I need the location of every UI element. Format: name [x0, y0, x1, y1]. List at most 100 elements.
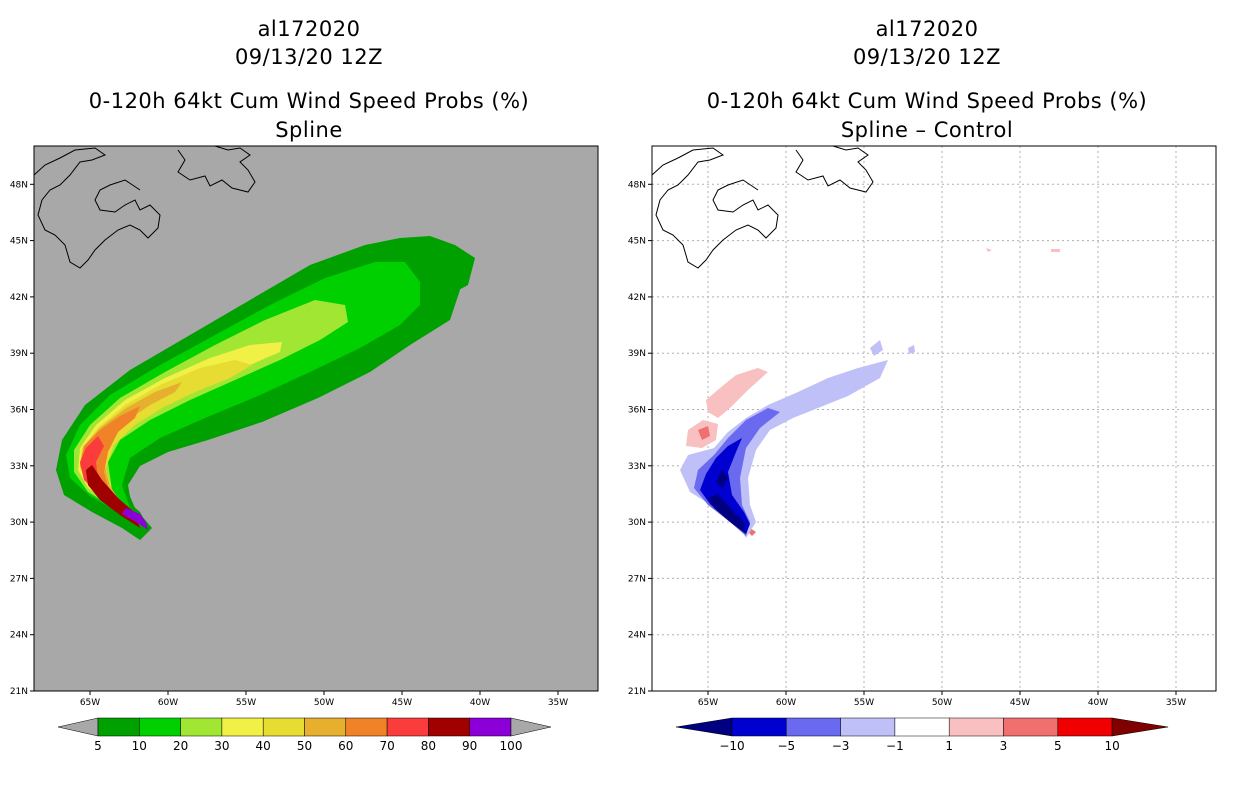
colorbar-end-high — [1111, 717, 1169, 737]
colorbar-box — [894, 717, 950, 737]
lat-tick-label: 42N — [10, 293, 28, 303]
colorbar-label: 5 — [1054, 739, 1062, 753]
lat-tick-label: 30N — [10, 518, 28, 528]
colorbar-label: 5 — [94, 739, 102, 753]
lat-tick-label: 39N — [10, 349, 28, 359]
lon-tick-label: 50W — [932, 698, 952, 708]
difference-map: 21N 24N 27N 30N 33N 36N 39N 42N 45N 48N 65W 60W 55W… — [628, 145, 1217, 753]
colorbar-label: 70 — [379, 739, 394, 753]
lon-tick-label: 50W — [314, 698, 334, 708]
colorbar-box — [840, 717, 896, 737]
lon-tick-label: 35W — [1166, 698, 1186, 708]
lat-tick-label: 21N — [10, 687, 28, 697]
lon-tick-label: 65W — [80, 698, 100, 708]
contour-minus1-b — [870, 340, 883, 356]
longitude-axis: 65W 60W 55W 50W 45W 40W 35W — [80, 691, 568, 708]
colorbar-box — [97, 717, 140, 737]
contour-minus10 — [708, 494, 746, 534]
lat-tick-label: 45N — [628, 237, 646, 247]
lon-tick-label: 55W — [236, 698, 256, 708]
lat-tick-label: 48N — [628, 180, 646, 190]
colorbar-label: 10 — [1104, 739, 1119, 753]
colorbar-end-low — [57, 717, 99, 737]
contour-plus1 — [706, 368, 768, 418]
probability-map: 21N 24N 27N 30N 33N 36N 39N 42N 45N 48N 65W 60W 55W… — [10, 145, 599, 753]
lat-tick-label: 21N — [628, 687, 646, 697]
colorbar-box — [948, 717, 1004, 737]
lon-tick-label: 45W — [1010, 698, 1030, 708]
colorbar-box — [304, 717, 347, 737]
gridlines — [652, 146, 1216, 691]
lat-tick-label: 39N — [628, 349, 646, 359]
colorbar-box — [786, 717, 841, 737]
lat-tick-label: 45N — [10, 237, 28, 247]
contour-plus3 — [698, 426, 710, 440]
lat-tick-label: 33N — [628, 462, 646, 472]
colorbar-label: −1 — [886, 739, 904, 753]
colorbar-end-low — [675, 717, 733, 737]
lon-tick-label: 60W — [158, 698, 178, 708]
lon-tick-label: 40W — [1088, 698, 1108, 708]
colorbar-label: 30 — [214, 739, 229, 753]
lon-tick-label: 55W — [854, 698, 874, 708]
colorbar-box — [139, 717, 181, 737]
contour-20 — [74, 300, 348, 520]
colorbar-label: 20 — [173, 739, 188, 753]
panel-spline: al172020 09/13/20 12Z 0-120h 64kt Cum Wi… — [10, 17, 599, 753]
colorbar-label: 100 — [500, 739, 523, 753]
product-title: 0-120h 64kt Cum Wind Speed Probs (%) — [706, 89, 1148, 113]
colorbar-end-high — [510, 717, 552, 737]
datetime-title: 09/13/20 12Z — [234, 45, 384, 69]
lat-tick-label: 36N — [10, 406, 28, 416]
latitude-axis: 21N 24N 27N 30N 33N 36N 39N 42N 45N 48N — [10, 180, 34, 697]
lat-tick-label: 30N — [628, 518, 646, 528]
colorbar-box — [221, 717, 264, 737]
lon-tick-label: 60W — [776, 698, 796, 708]
colorbar-label: 10 — [132, 739, 147, 753]
datetime-title: 09/13/20 12Z — [852, 45, 1002, 69]
coastline — [651, 145, 874, 269]
contour-70 — [80, 436, 130, 512]
colorbar-box — [386, 717, 429, 737]
probability-colorbar: 5 10 20 30 40 50 60 70 80 90 100 — [57, 717, 552, 753]
panel-spline-minus-control: al172020 09/13/20 12Z 0-120h 64kt Cum Wi… — [618, 0, 1236, 800]
colorbar-box — [1003, 717, 1059, 737]
colorbar-box — [262, 717, 305, 737]
probability-swath — [56, 236, 475, 540]
lon-tick-label: 45W — [392, 698, 412, 708]
colorbar-label: −10 — [719, 739, 744, 753]
lat-tick-label: 36N — [628, 406, 646, 416]
latitude-axis: 21N 24N 27N 30N 33N 36N 39N 42N 45N 48N — [628, 180, 652, 697]
lat-tick-label: 24N — [10, 631, 28, 641]
contour-minus1-c — [908, 345, 915, 354]
contour-minus5 — [700, 438, 750, 534]
difference-colorbar: −10 −5 −3 −1 1 3 5 10 — [675, 717, 1169, 753]
lat-tick-label: 27N — [628, 574, 646, 584]
contour-plus1-dot1 — [986, 248, 992, 252]
difference-field — [680, 248, 1060, 538]
colorbar-label: 3 — [1000, 739, 1008, 753]
colorbar-label: 1 — [945, 739, 953, 753]
lon-tick-label: 65W — [698, 698, 718, 708]
contour-minus10-b — [716, 470, 728, 488]
contour-90 — [122, 508, 148, 530]
map-background — [652, 146, 1216, 691]
storm-id-title: al172020 — [875, 17, 979, 41]
lat-tick-label: 33N — [10, 462, 28, 472]
colorbar-box — [731, 717, 787, 737]
contour-plus1-dot2 — [1051, 249, 1060, 252]
colorbar-label: −3 — [832, 739, 850, 753]
lat-tick-label: 42N — [628, 293, 646, 303]
map-frame — [33, 145, 599, 692]
lat-tick-label: 24N — [628, 631, 646, 641]
colorbar-box — [428, 717, 470, 737]
lat-tick-label: 27N — [10, 574, 28, 584]
colorbar-box — [469, 717, 512, 737]
colorbar-label: 40 — [256, 739, 271, 753]
product-title: 0-120h 64kt Cum Wind Speed Probs (%) — [88, 89, 530, 113]
colorbar-label: 90 — [462, 739, 477, 753]
storm-id-title: al172020 — [257, 17, 361, 41]
colorbar-label: 50 — [297, 739, 312, 753]
colorbar-label: −5 — [777, 739, 795, 753]
colorbar-box — [180, 717, 223, 737]
